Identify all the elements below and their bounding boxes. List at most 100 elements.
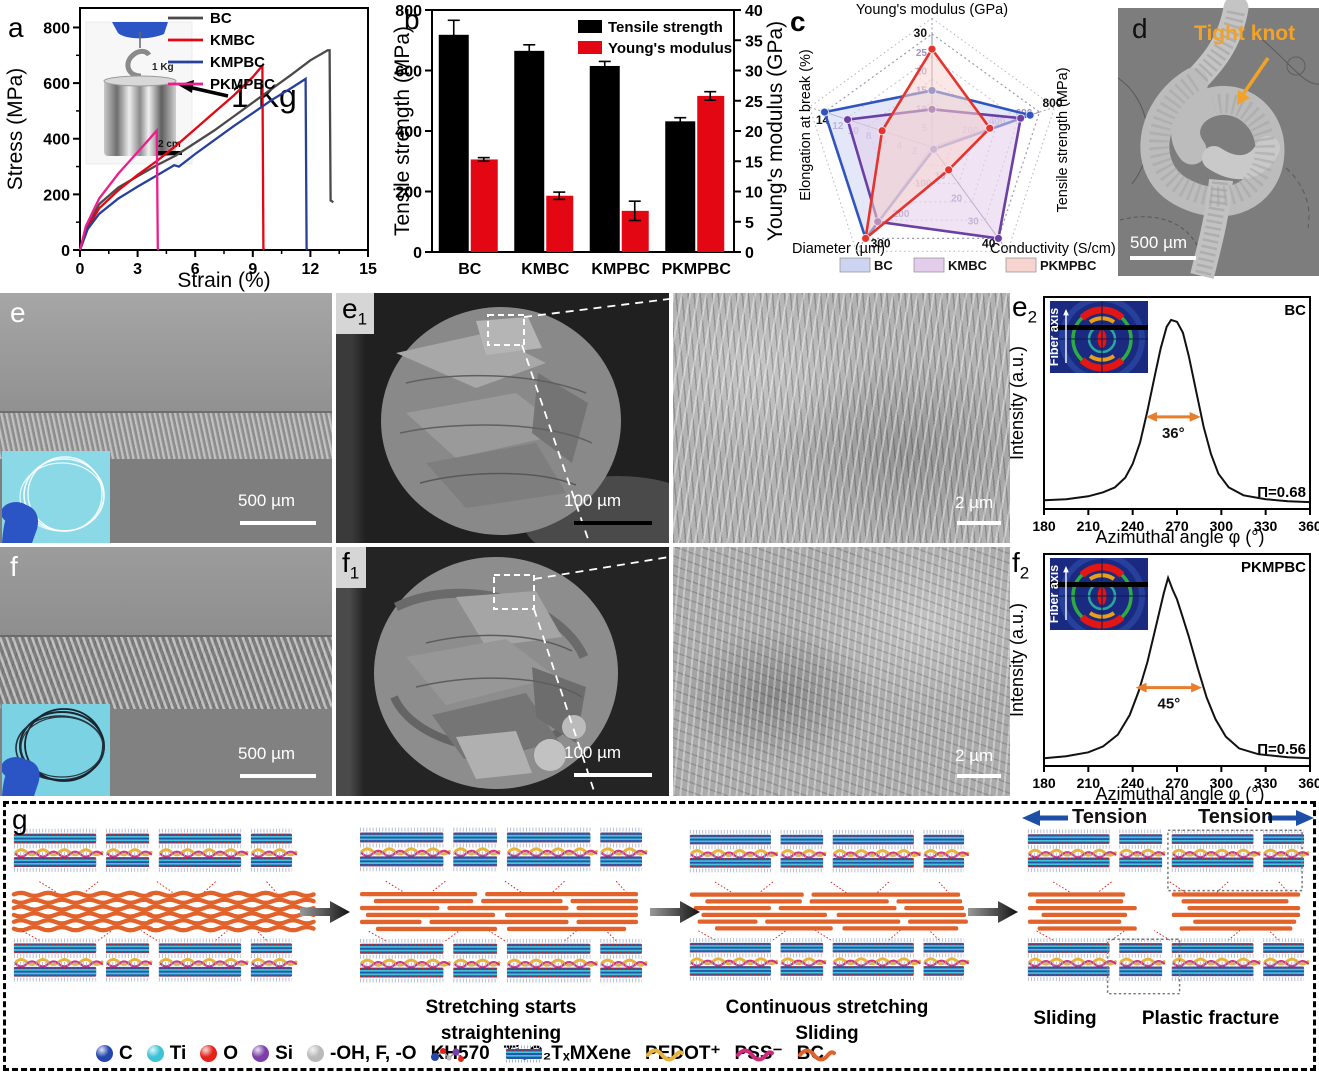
svg-text:15: 15: [745, 154, 763, 171]
stage-arrow: [300, 901, 350, 923]
legend-item-TiCTMXene: Ti₃C₂TₓMXene: [504, 1043, 631, 1065]
inset-scalebar-text: 2 cm: [158, 139, 181, 150]
radar-axis-title-tensile: Tensile strength (MPa): [1055, 67, 1071, 212]
tension-label-right: Tension: [1198, 806, 1274, 828]
zoom-guide-line: [523, 298, 669, 318]
azimuthal-plot-bc: Azimuthal angle φ (°) Intensity (a.u.) B…: [1007, 296, 1319, 547]
panel-label-b: b: [404, 4, 420, 35]
svg-text:210: 210: [1077, 518, 1101, 534]
legend-item-Si: Si: [252, 1043, 293, 1065]
panel-label-e2: e2: [1012, 291, 1038, 327]
mechanism-stage-3: [689, 829, 970, 981]
curve-KMBC: [78, 62, 266, 251]
svg-text:400: 400: [395, 124, 422, 141]
fwhm-label: 45°: [1158, 696, 1181, 713]
hook-icon: [125, 48, 152, 79]
svg-text:600: 600: [395, 64, 422, 81]
molecular-legend: C Ti O Si -OH, F, -O KH570 Ti₃C₂TₓMXene PEDOT⁺ P…: [96, 1042, 1256, 1065]
f2-x-axis-title: Azimuthal angle φ (°): [1096, 784, 1265, 804]
glove-fragment: [112, 22, 168, 39]
panel-label-f1: f1: [336, 547, 367, 588]
svg-text:330: 330: [1254, 518, 1278, 534]
svg-text:300: 300: [1210, 775, 1234, 791]
zoom-guide-line: [521, 344, 589, 540]
svg-text:9: 9: [248, 261, 257, 278]
svg-text:300: 300: [1210, 518, 1234, 534]
panel-label-g: g: [12, 804, 28, 835]
b-category-KMBC: KMBC: [521, 261, 569, 278]
legend-label: O: [223, 1042, 239, 1064]
fiber-axis-label: Fiber axis: [1047, 565, 1061, 623]
inset-weight-tag: 1 Kg: [152, 62, 174, 73]
svg-text:15: 15: [359, 261, 377, 278]
radar-legend-PKMPBC: PKMPBC: [1040, 258, 1097, 273]
legend-label: PSS⁻: [734, 1043, 783, 1064]
svg-text:0: 0: [76, 261, 85, 278]
sem-fiber-surface-bc: e 500 µm: [0, 293, 332, 543]
stage3-caption: Continuous stretching Sliding: [725, 997, 929, 1044]
e2-orientation-factor: Π=0.68: [1257, 484, 1306, 501]
azimuthal-curve-PKMPBC: [1043, 574, 1311, 760]
b-category-BC: BC: [458, 261, 482, 278]
knot-strands: [1140, 0, 1285, 279]
wave-icon: [646, 1048, 685, 1061]
radar-tick: 800: [1042, 96, 1062, 110]
panel-label-e1: e1: [336, 293, 375, 334]
svg-text:12: 12: [302, 261, 320, 278]
svg-text:200: 200: [43, 187, 70, 204]
svg-text:800: 800: [395, 3, 422, 20]
legend-label: KH570: [430, 1042, 490, 1064]
svg-text:5: 5: [745, 215, 754, 232]
mxene-icon: [505, 1045, 542, 1062]
e2-x-axis-title: Azimuthal angle φ (°): [1096, 527, 1265, 547]
e2-y-axis-title: Intensity (a.u.): [1007, 346, 1027, 460]
sem-upper-region: [0, 293, 332, 415]
b-category-PKMPBC: PKMPBC: [662, 261, 732, 278]
sem-knot-image: d Tight knot 500 µm: [1117, 0, 1319, 279]
sem-upper-region: [0, 547, 332, 637]
zoom-guide-line: [533, 608, 595, 792]
b-legend-Young's modulus: Young's modulus: [608, 40, 732, 57]
sem-fiber-zoom-pkmpbc: 2 µm: [673, 547, 1010, 796]
svg-text:10: 10: [745, 185, 763, 202]
svg-text:330: 330: [1254, 775, 1278, 791]
radar-chart: Young's modulus (GPa) Tensile strength (…: [792, 2, 1116, 273]
radar-axis-title-modulus: Young's modulus (GPa): [856, 2, 1008, 18]
svg-text:0: 0: [745, 245, 754, 262]
e-scalebar-text: 500 µm: [238, 491, 296, 510]
azimuthal-curve-BC: [1043, 318, 1311, 504]
radar-tick: 300: [871, 236, 891, 250]
bar-modulus-BC: [470, 159, 498, 252]
bar-modulus-KMBC: [546, 195, 574, 252]
curve-KMPBC: [78, 76, 309, 251]
svg-text:360: 360: [1298, 775, 1319, 791]
zoom-region-box: [487, 314, 525, 346]
legend-item-PSS: PSS⁻: [735, 1042, 783, 1065]
svg-text:25: 25: [745, 94, 763, 111]
radar-series-PKMPBC: [863, 46, 992, 242]
sphere-icon: [200, 1045, 218, 1062]
ezoom-scalebar-text: 2 µm: [955, 493, 994, 512]
f2-y-axis-title: Intensity (a.u.): [1007, 603, 1027, 717]
tension-arrow-right: [1268, 810, 1314, 826]
legend-item-OHFO: -OH, F, -O: [307, 1043, 417, 1065]
radar-tick: 30: [914, 26, 928, 40]
stage-arrow: [650, 901, 700, 923]
radar-legend-KMBC: KMBC: [948, 258, 988, 273]
sphere-icon: [96, 1045, 113, 1062]
f2-sample-label: PKMPBC: [1241, 559, 1306, 576]
e1-scalebar: [574, 521, 652, 525]
radar-tick: 40: [982, 236, 996, 250]
bar-tensile-BC: [438, 34, 469, 253]
e2-sample-label: BC: [1284, 302, 1306, 319]
bar-tensile-KMPBC: [589, 65, 620, 253]
svg-text:400: 400: [43, 132, 70, 149]
stage2-caption: Stretching starts straightening: [425, 997, 577, 1044]
wave-icon: [735, 1048, 774, 1061]
waxs-inset: Fiber axis: [1047, 558, 1148, 630]
curve-BC: [78, 49, 334, 251]
fzoom-scalebar-text: 2 µm: [955, 746, 994, 765]
panel-label-c: c: [790, 6, 806, 37]
azimuthal-plot-pkmpbc: Azimuthal angle φ (°) Intensity (a.u.) P…: [1007, 553, 1319, 804]
